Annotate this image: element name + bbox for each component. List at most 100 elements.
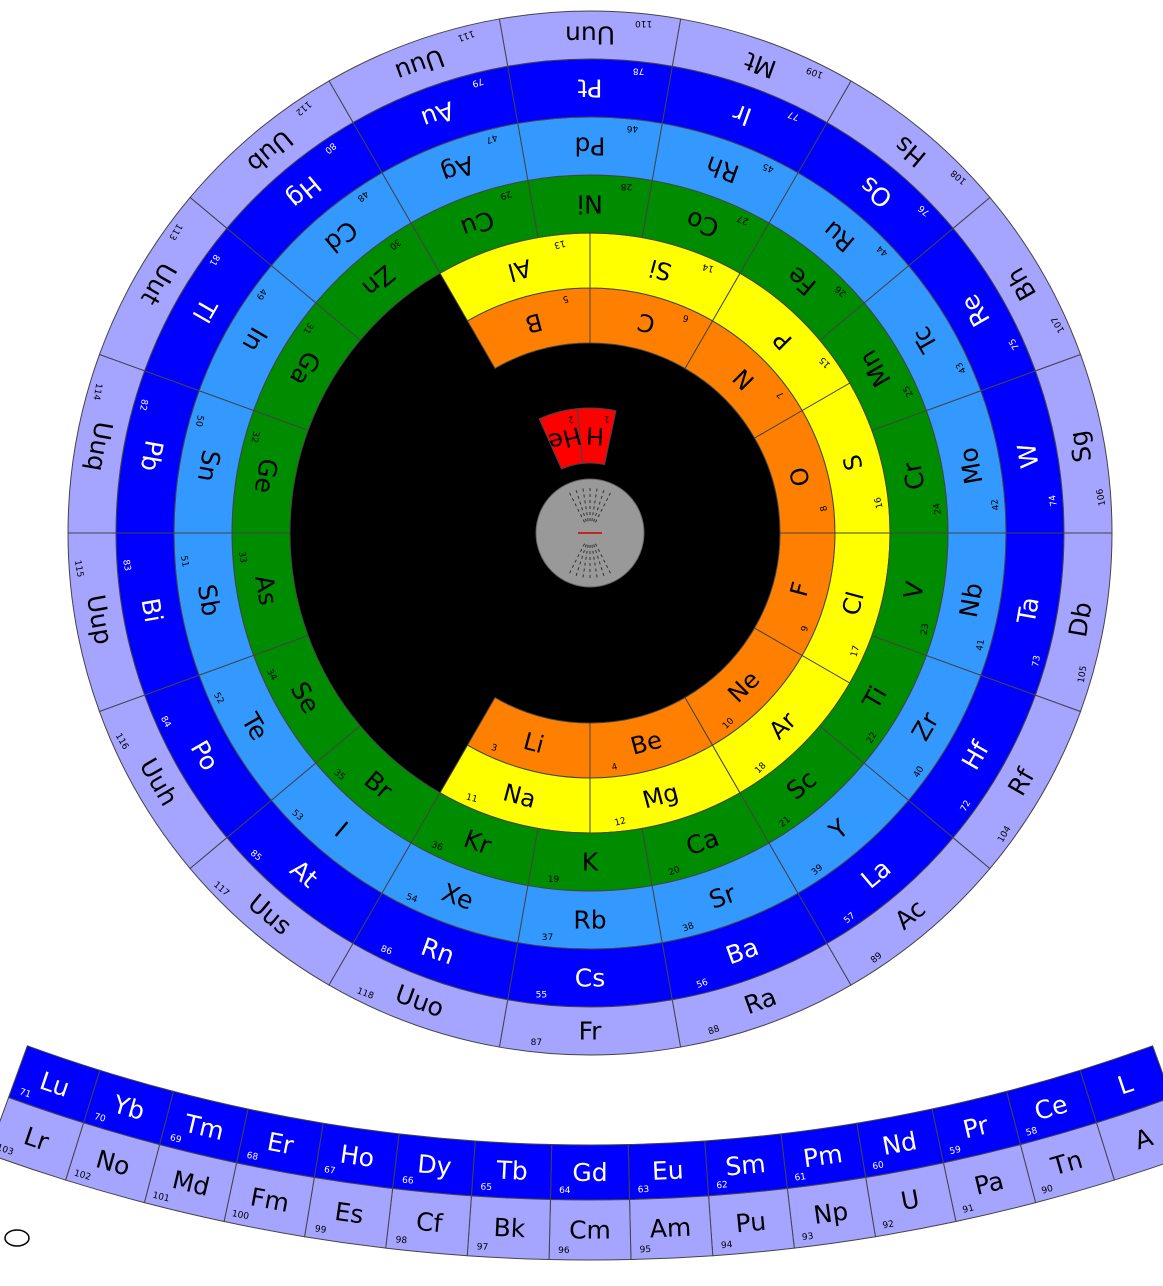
atomic-number: 4 [611,762,619,773]
atomic-number: 6 [682,312,690,323]
atomic-number: 74 [1048,494,1060,507]
atomic-number: 29 [498,188,512,201]
atomic-number: 77 [787,108,801,121]
element-symbol: Ho [338,1139,376,1172]
atomic-number: 60 [872,1160,885,1172]
atomic-number: 24 [932,502,944,515]
cell-background [1019,1122,1115,1204]
atomic-number: 9 [800,625,811,633]
element-symbol: Cs [575,964,605,993]
atomic-number: 25 [902,384,916,399]
atomic-number: 50 [193,414,205,427]
element-cell-pa: Pa 91 [942,1143,1037,1223]
cell-background [0,1096,85,1181]
element-symbol: Cf [415,1207,445,1238]
atomic-number: 97 [477,1242,489,1253]
element-cell-os: Os 76 [797,121,954,267]
element-symbol: Mo [954,445,989,486]
atomic-number: 114 [90,382,103,401]
element-cell-l: L [1079,1045,1163,1124]
element-symbol: Nb [954,581,989,620]
atomic-number: 32 [249,430,261,443]
atomic-number: 13 [553,237,567,250]
element-symbol: Tb [495,1155,528,1185]
atomic-number: 75 [1008,336,1022,351]
f-row-actinides: ATn90Pa91U92Np93Pu94Am95Cm96Bk97Cf98Es99… [0,1096,1163,1261]
element-symbol: Dy [416,1149,453,1181]
atomic-number: 62 [716,1180,728,1191]
atomic-number: 99 [314,1224,327,1236]
atomic-number: 69 [169,1133,183,1145]
cell-background [143,1143,238,1223]
atomic-number: 37 [542,933,553,943]
cell-background [303,1176,394,1249]
element-symbol: Gd [572,1158,607,1187]
element-symbol: Sb [192,582,226,618]
atomic-number: 19 [548,875,560,885]
atomic-number: 91 [962,1203,975,1215]
element-cell-o: O8 [753,409,836,534]
atomic-number: 68 [246,1151,259,1163]
atomic-number: 22 [865,731,879,746]
cell-background [786,1176,877,1249]
element-cell-u: U 92 [865,1162,957,1238]
atomic-number: 98 [395,1235,408,1246]
atomic-number: 42 [990,498,1002,511]
element-cell-pt: Pt 78 [507,58,673,124]
atomic-number: 33 [236,551,248,564]
atomic-number: 86 [379,944,393,957]
atomic-number: 78 [633,66,645,76]
atomic-number: 52 [211,691,225,706]
atomic-number: 3 [490,743,498,754]
atomic-number: 20 [667,865,681,878]
element-symbol: Nd [880,1126,919,1161]
atomic-number: 56 [695,977,709,990]
element-symbol: Rb [573,906,606,935]
atomic-number: 14 [701,261,715,274]
element-symbol: Sn [192,448,226,484]
element-symbol: Pm [801,1139,844,1173]
element-cell-h: H1 [576,407,617,466]
cell-background [942,1143,1037,1223]
blank-oval-icon [4,1229,30,1247]
atomic-number: 27 [736,213,750,226]
element-cell-k: K 19 [527,827,653,892]
atomic-number: 51 [178,555,190,568]
atomic-number: 102 [73,1169,92,1183]
atomic-number: 105 [1077,665,1090,684]
f-row-lanthanides: LCe58Pr59Nd60Pm61Sm62Eu63Gd64Tb65Dy66Ho6… [7,1045,1163,1201]
atomic-number: 2 [567,413,575,424]
element-cell-rb: Rb 37 [517,884,663,950]
cell-background [65,1122,161,1204]
atomic-number: 70 [93,1112,107,1125]
element-symbol: B [522,307,545,338]
atomic-number: 73 [1031,655,1043,668]
atomic-number: 65 [480,1183,492,1194]
atomic-number: 96 [558,1246,570,1256]
atomic-number: 46 [627,123,639,133]
atomic-number: 64 [559,1186,571,1196]
atomic-number: 17 [849,645,862,659]
atomic-number: 66 [402,1176,415,1187]
element-symbol: Cm [569,1216,611,1245]
